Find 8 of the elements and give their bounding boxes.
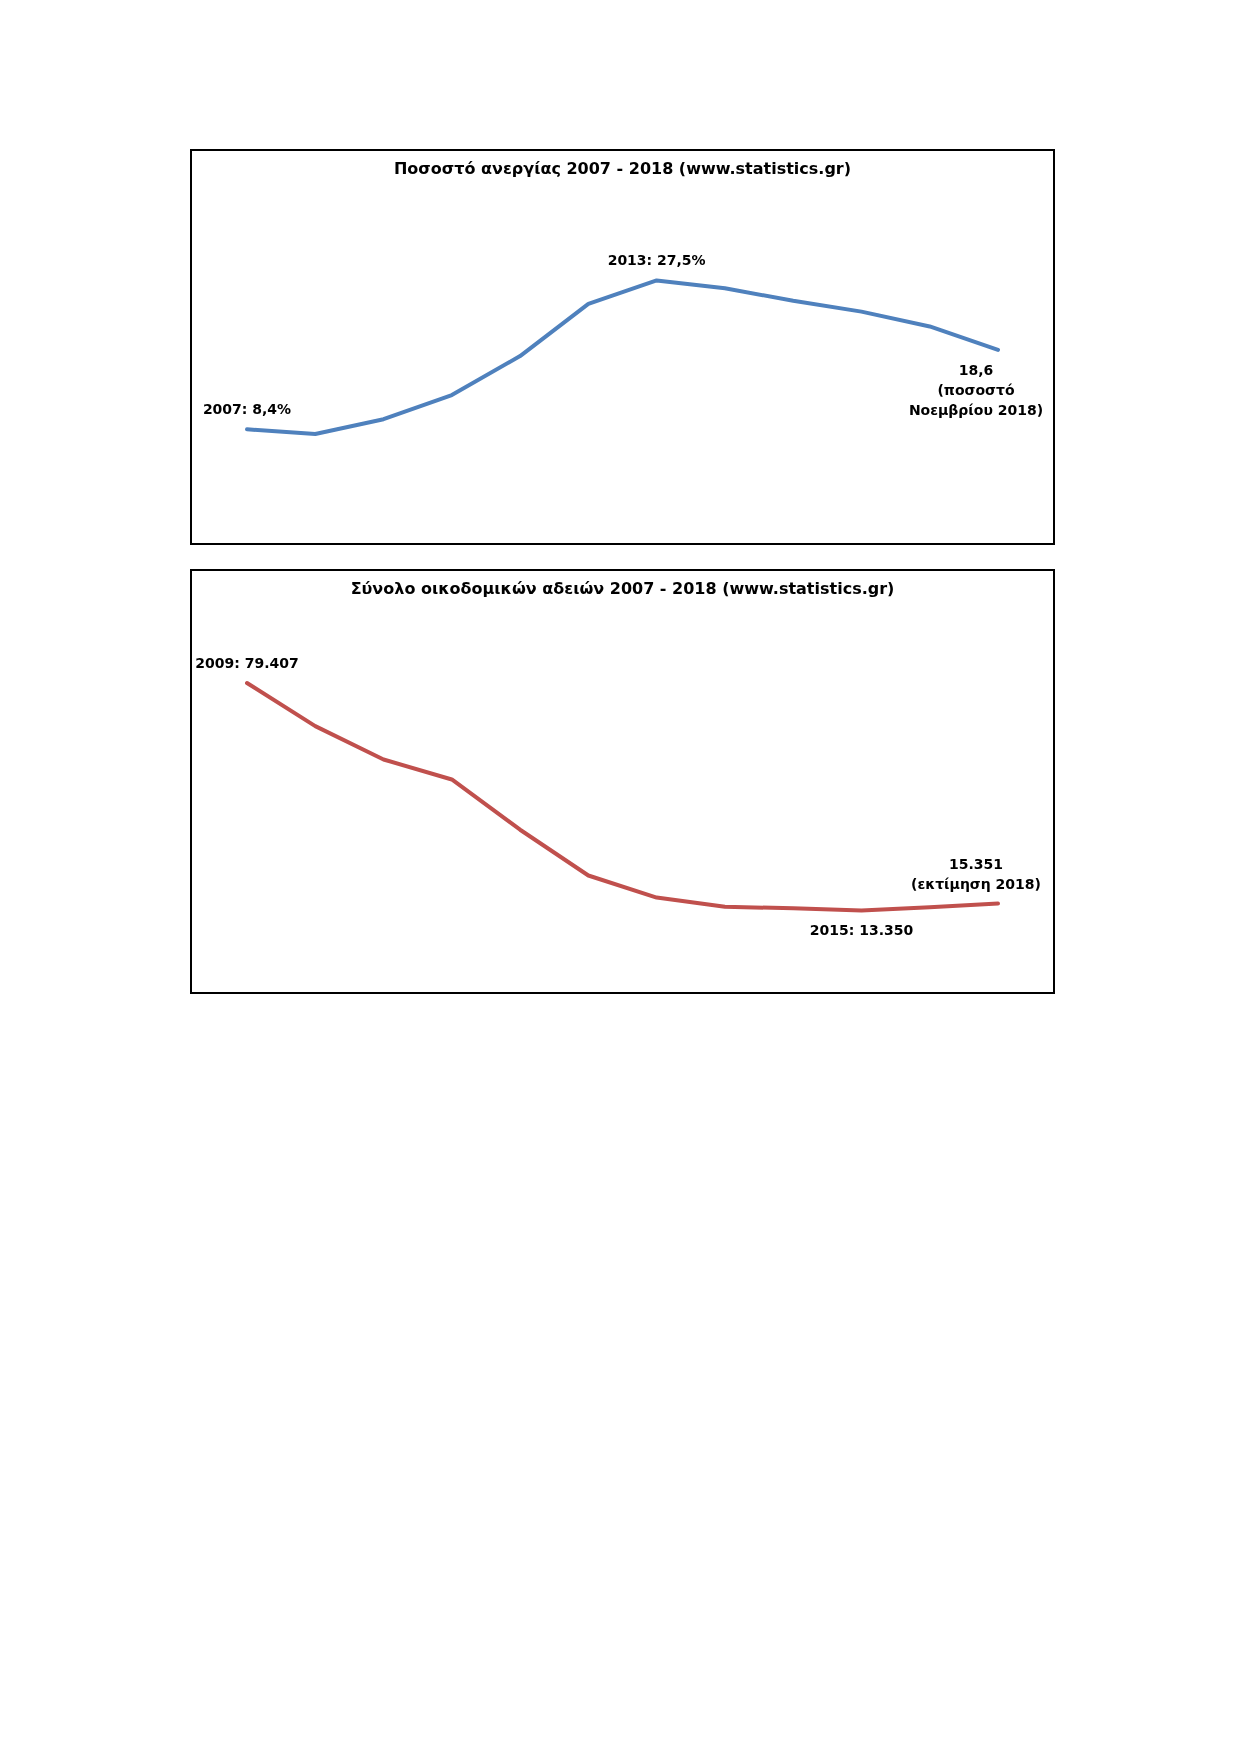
data-label: 2009: 79.407 [195, 655, 299, 672]
data-label: 2015: 13.350 [809, 922, 914, 939]
data-label: 18,6 (ποσοστό Νοεμβρίου 2018) [908, 361, 1044, 418]
data-label: 2007: 8,4% [202, 401, 292, 418]
chart-title: Ποσοστό ανεργίας 2007 - 2018 (www.statistics.gr) [393, 158, 852, 178]
chart-title: Σύνολο οικοδομικών αδειών 2007 - 2018 (www.statistics.gr) [350, 578, 895, 598]
data-label: 15.351 (εκτίμηση 2018) [911, 855, 1041, 892]
data-label: 2013: 27,5% [607, 252, 706, 269]
